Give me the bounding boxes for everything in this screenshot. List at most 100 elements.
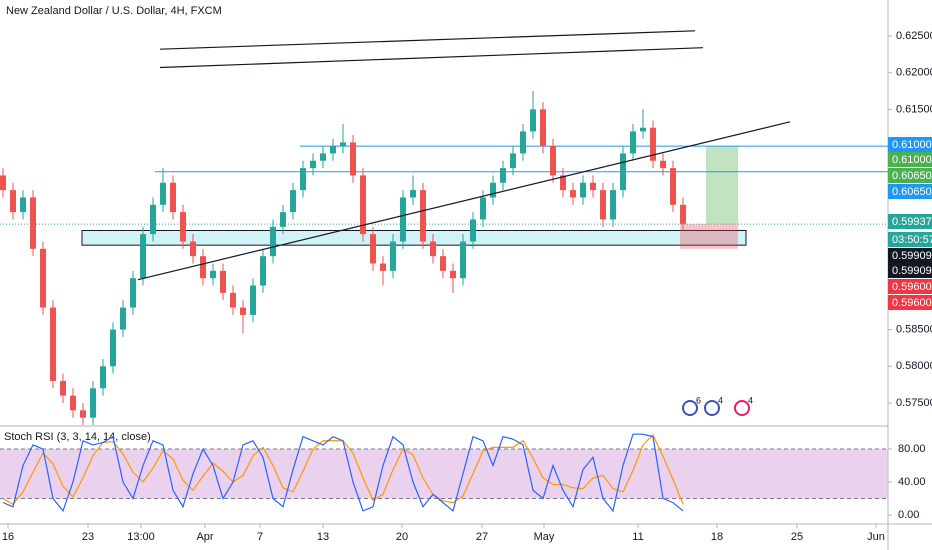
x-tick-label: 13 [317,531,329,543]
candle-body [650,127,656,161]
candle-body [170,182,176,213]
x-tick-label: 7 [257,531,263,543]
candle-body [530,109,536,132]
candle-body [200,256,206,279]
y-tick-label: 80.00 [898,443,926,455]
price-label: 0.59909 [892,250,932,262]
candle-body [0,175,6,191]
event-icon [734,400,750,416]
candle-body [60,380,66,396]
candle-body [160,182,166,205]
price-label-box [888,184,932,199]
position-target [706,146,738,225]
candle-body [190,241,196,257]
candle-body [120,307,126,330]
candle-body [260,256,266,286]
candle-body [670,168,676,205]
candle-body [80,410,86,418]
candle-body [480,197,486,220]
y-tick-label: 0.57500 [896,397,932,409]
event-count: 4 [718,395,723,405]
trendline [159,47,704,69]
price-label-box [888,248,932,263]
event-icon [682,400,698,416]
indicator-title: Stoch RSI (3, 3, 14, 14, close) [4,431,151,443]
candle-body [400,197,406,242]
candle-body [420,190,426,242]
candle-body [490,182,496,198]
x-tick-label: 16 [2,531,14,543]
candle-body [130,278,136,308]
price-label: 0.59600 [892,297,932,309]
x-tick-label: 27 [476,531,488,543]
candle-body [340,142,346,147]
price-label: 0.61000 [892,154,932,166]
x-tick-label: 11 [632,531,643,543]
candle-body [540,109,546,147]
candle-body [300,168,306,191]
candle-body [220,270,226,293]
candle-body [100,366,106,389]
x-tick-label: 13:00 [127,531,155,543]
candle-body [470,219,476,242]
candle-body [430,241,436,257]
price-label-box [888,214,932,229]
price-label-box [888,232,932,247]
price-label: 0.61000 [892,139,932,151]
x-tick-label: 18 [711,531,723,543]
event-icon [704,400,720,416]
price-label-box [888,263,932,278]
candle-body [570,190,576,198]
candle-body [270,226,276,257]
candle-body [250,285,256,315]
y-tick-label: 0.58000 [896,360,932,372]
candle-body [10,190,16,213]
candle-body [330,146,336,154]
y-tick-label: 0.00 [898,509,919,521]
candle-body [230,292,236,308]
candle-body [550,146,556,176]
candle-body [350,142,356,176]
chart-title: New Zealand Dollar / U.S. Dollar, 4H, FX… [6,5,222,17]
candle-body [640,127,646,132]
candle-body [660,160,666,169]
trendline [159,30,696,50]
price-label-box [888,279,932,294]
price-label: 0.60650 [892,186,932,198]
candle-body [460,241,466,279]
candle-body [140,234,146,279]
indicator-line [2,433,684,513]
candle-body [440,256,446,271]
candle-body [150,204,156,235]
candle-body [110,329,116,367]
event-count: 6 [696,395,701,405]
candle-body [30,197,36,249]
x-tick-label: Apr [196,531,213,543]
candle-body [70,395,76,411]
price-label-box [888,295,932,310]
event-count: 4 [748,395,753,405]
position-stop [680,224,738,249]
candle-body [600,190,606,220]
y-tick-label: 0.61500 [896,103,932,115]
candle-body [620,153,626,191]
y-tick-label: 40.00 [898,476,926,488]
candle-body [40,248,46,308]
y-tick-label: 0.58500 [896,323,932,335]
candle-body [450,270,456,279]
price-label: 0.59937 [892,216,932,228]
price-label-box [888,168,932,183]
x-tick-label: Jun [867,531,885,543]
candle-body [180,212,186,242]
price-label: 0.59600 [892,281,932,293]
candle-body [310,160,316,169]
candle-body [510,153,516,169]
price-label: 0.60650 [892,170,932,182]
x-tick-label: 25 [791,531,803,543]
trendline [137,121,791,281]
candle-body [520,131,526,154]
candle-body [290,190,296,213]
candle-body [560,175,566,191]
candle-body [370,234,376,264]
